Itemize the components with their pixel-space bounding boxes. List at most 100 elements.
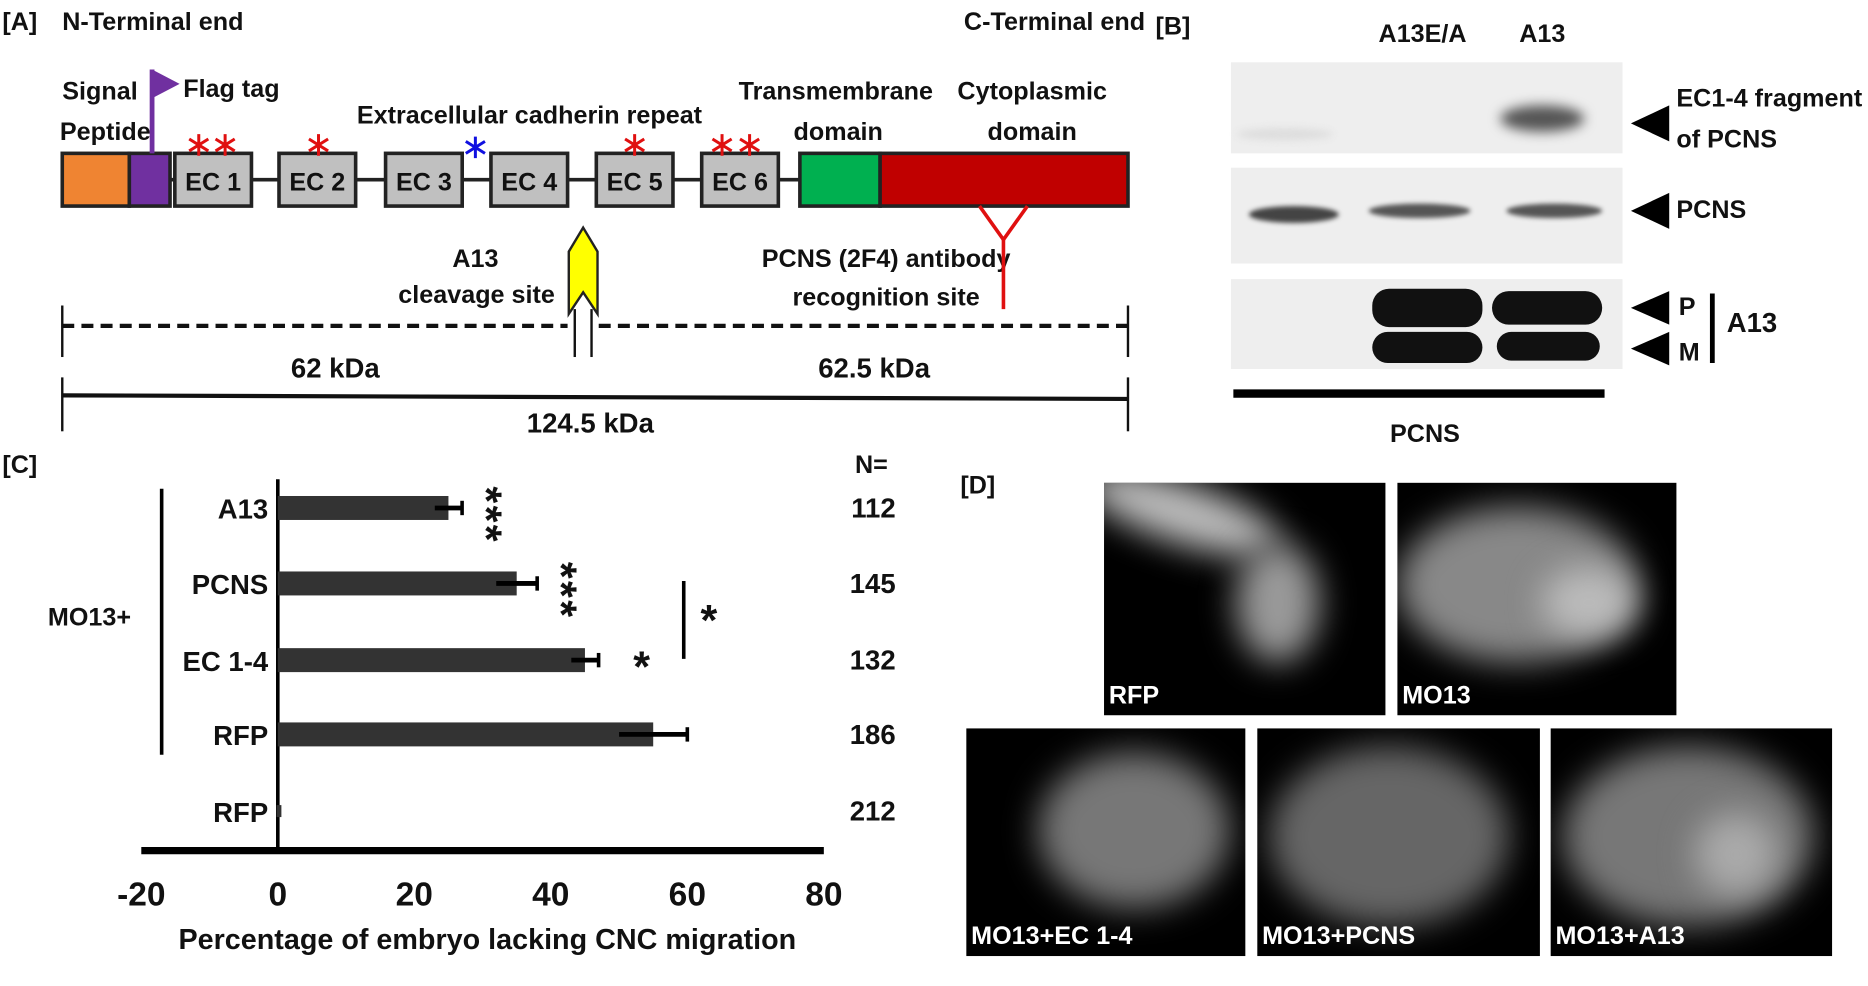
significance-stars: *** — [462, 486, 510, 544]
blue-star-icon — [465, 136, 486, 159]
x-tick-label: -20 — [117, 877, 165, 914]
n-value: 212 — [850, 796, 896, 827]
ec-fragment-label-2: of PCNS — [1676, 125, 1777, 154]
lane-label-a13ea: A13E/A — [1378, 20, 1467, 48]
antibody-label-2: recognition site — [792, 283, 980, 312]
n-value: 145 — [850, 568, 896, 599]
flag-icon — [152, 69, 180, 99]
p-label: P — [1678, 293, 1696, 322]
category-label: RFP — [213, 797, 268, 828]
signal-label-2: Peptide — [59, 118, 151, 147]
n-value: 186 — [850, 719, 896, 750]
ec-domain-box — [383, 151, 465, 208]
x-tick-label: 60 — [669, 877, 706, 914]
embryo-image-mo13-pcns: MO13+PCNS — [1257, 728, 1540, 957]
ec-domain-label: EC 3 — [396, 168, 452, 196]
blot-pcns — [1230, 167, 1623, 264]
extracellular-label: Extracellular cadherin repeat — [356, 101, 703, 130]
a13-row-label: A13 — [1726, 306, 1778, 338]
ec-domain-label: EC 5 — [607, 168, 663, 196]
x-axis-label: Percentage of embryo lacking CNC migrati… — [178, 924, 796, 956]
ec-domain-box — [489, 151, 570, 208]
ec-domain-box — [594, 151, 675, 208]
bar — [276, 805, 282, 818]
cytoplasmic-label-2: domain — [987, 118, 1077, 147]
transmembrane-label-1: Transmembrane — [738, 77, 933, 106]
embryo-image-mo13: MO13 — [1397, 482, 1677, 716]
embryo-image-mo13-ec1-4: MO13+EC 1-4 — [966, 728, 1246, 957]
ec-fragment-label-1: EC1-4 fragment — [1676, 85, 1863, 113]
cytoplasmic-box — [878, 151, 1130, 208]
antibody-label-1: PCNS (2F4) antibody — [761, 245, 1011, 274]
pcns-row-label: PCNS — [1676, 196, 1747, 225]
blot-ec1-4 — [1230, 62, 1623, 154]
lane-label-a13: A13 — [1519, 20, 1566, 48]
n-header: N= — [854, 451, 888, 480]
significance-star: * — [633, 644, 650, 692]
image-label: MO13+PCNS — [1262, 922, 1416, 951]
ec-domain-label: EC 1 — [185, 168, 241, 196]
signal-label-1: Signal — [62, 77, 138, 106]
arrow-left-icon — [1630, 331, 1670, 366]
n-value: 112 — [851, 493, 895, 524]
bracket-star: * — [700, 597, 717, 645]
image-label: RFP — [1108, 681, 1160, 710]
red-star-icon — [711, 134, 733, 156]
signal-peptide-box — [60, 151, 132, 208]
n-terminal-label: N-Terminal end — [62, 8, 244, 36]
cleavage-label-1: A13 — [452, 245, 499, 274]
right-fragment-size: 62.5 kDa — [818, 352, 931, 384]
red-star-icon — [214, 134, 236, 156]
mutation-stars — [188, 134, 760, 159]
transmembrane-box — [798, 151, 882, 208]
panel-b-label: [B] — [1155, 13, 1191, 41]
transmembrane-label-2: domain — [793, 118, 883, 147]
category-label: PCNS — [192, 569, 268, 600]
ec-domain-box — [173, 151, 254, 208]
significance-stars: *** — [537, 562, 585, 620]
cleavage-arrow-icon — [567, 225, 599, 318]
panel-a-label: [A] — [2, 8, 38, 36]
full-length-line — [62, 393, 1128, 402]
embryo-image-mo13-a13: MO13+A13 — [1550, 728, 1833, 957]
red-star-icon — [188, 134, 210, 156]
x-tick-label: 0 — [268, 877, 287, 914]
ec-domain-label: EC 4 — [501, 168, 557, 196]
panel-d-label: [D] — [960, 472, 996, 500]
bar — [277, 571, 517, 596]
category-label: RFP — [213, 720, 268, 751]
cytoplasmic-label-1: Cytoplasmic — [957, 77, 1107, 106]
full-length-size: 124.5 kDa — [526, 407, 654, 439]
red-star-icon — [739, 134, 760, 156]
blot-a13 — [1230, 279, 1623, 370]
bar — [277, 495, 449, 520]
ec-domain-label: EC 2 — [289, 168, 345, 196]
arrow-left-icon — [1630, 105, 1670, 142]
image-label: MO13 — [1402, 681, 1471, 710]
panel-c-label: [C] — [2, 451, 38, 480]
left-fragment-size: 62 kDa — [290, 352, 380, 384]
pcns-bottom-label: PCNS — [1390, 420, 1460, 449]
arrow-left-icon — [1630, 291, 1670, 325]
category-label: EC 1-4 — [183, 646, 269, 677]
m-label: M — [1678, 339, 1700, 367]
embryo-image-rfp: RFP — [1104, 482, 1386, 716]
bar — [277, 722, 654, 747]
ec-domain-box — [699, 151, 781, 208]
cleavage-label-2: cleavage site — [398, 281, 555, 310]
c-terminal-label: C-Terminal end — [963, 8, 1146, 36]
image-label: MO13+EC 1-4 — [971, 922, 1133, 951]
flag-tag-label: Flag tag — [183, 75, 280, 104]
red-star-icon — [308, 134, 329, 156]
x-tick-label: 20 — [396, 877, 433, 914]
x-tick-label: 80 — [805, 877, 842, 914]
arrow-left-icon — [1630, 192, 1670, 229]
red-star-icon — [624, 134, 646, 156]
image-label: MO13+A13 — [1555, 922, 1685, 951]
category-label: A13 — [218, 494, 269, 525]
x-tick-label: 40 — [532, 877, 569, 914]
pcns-bar — [1233, 389, 1605, 398]
